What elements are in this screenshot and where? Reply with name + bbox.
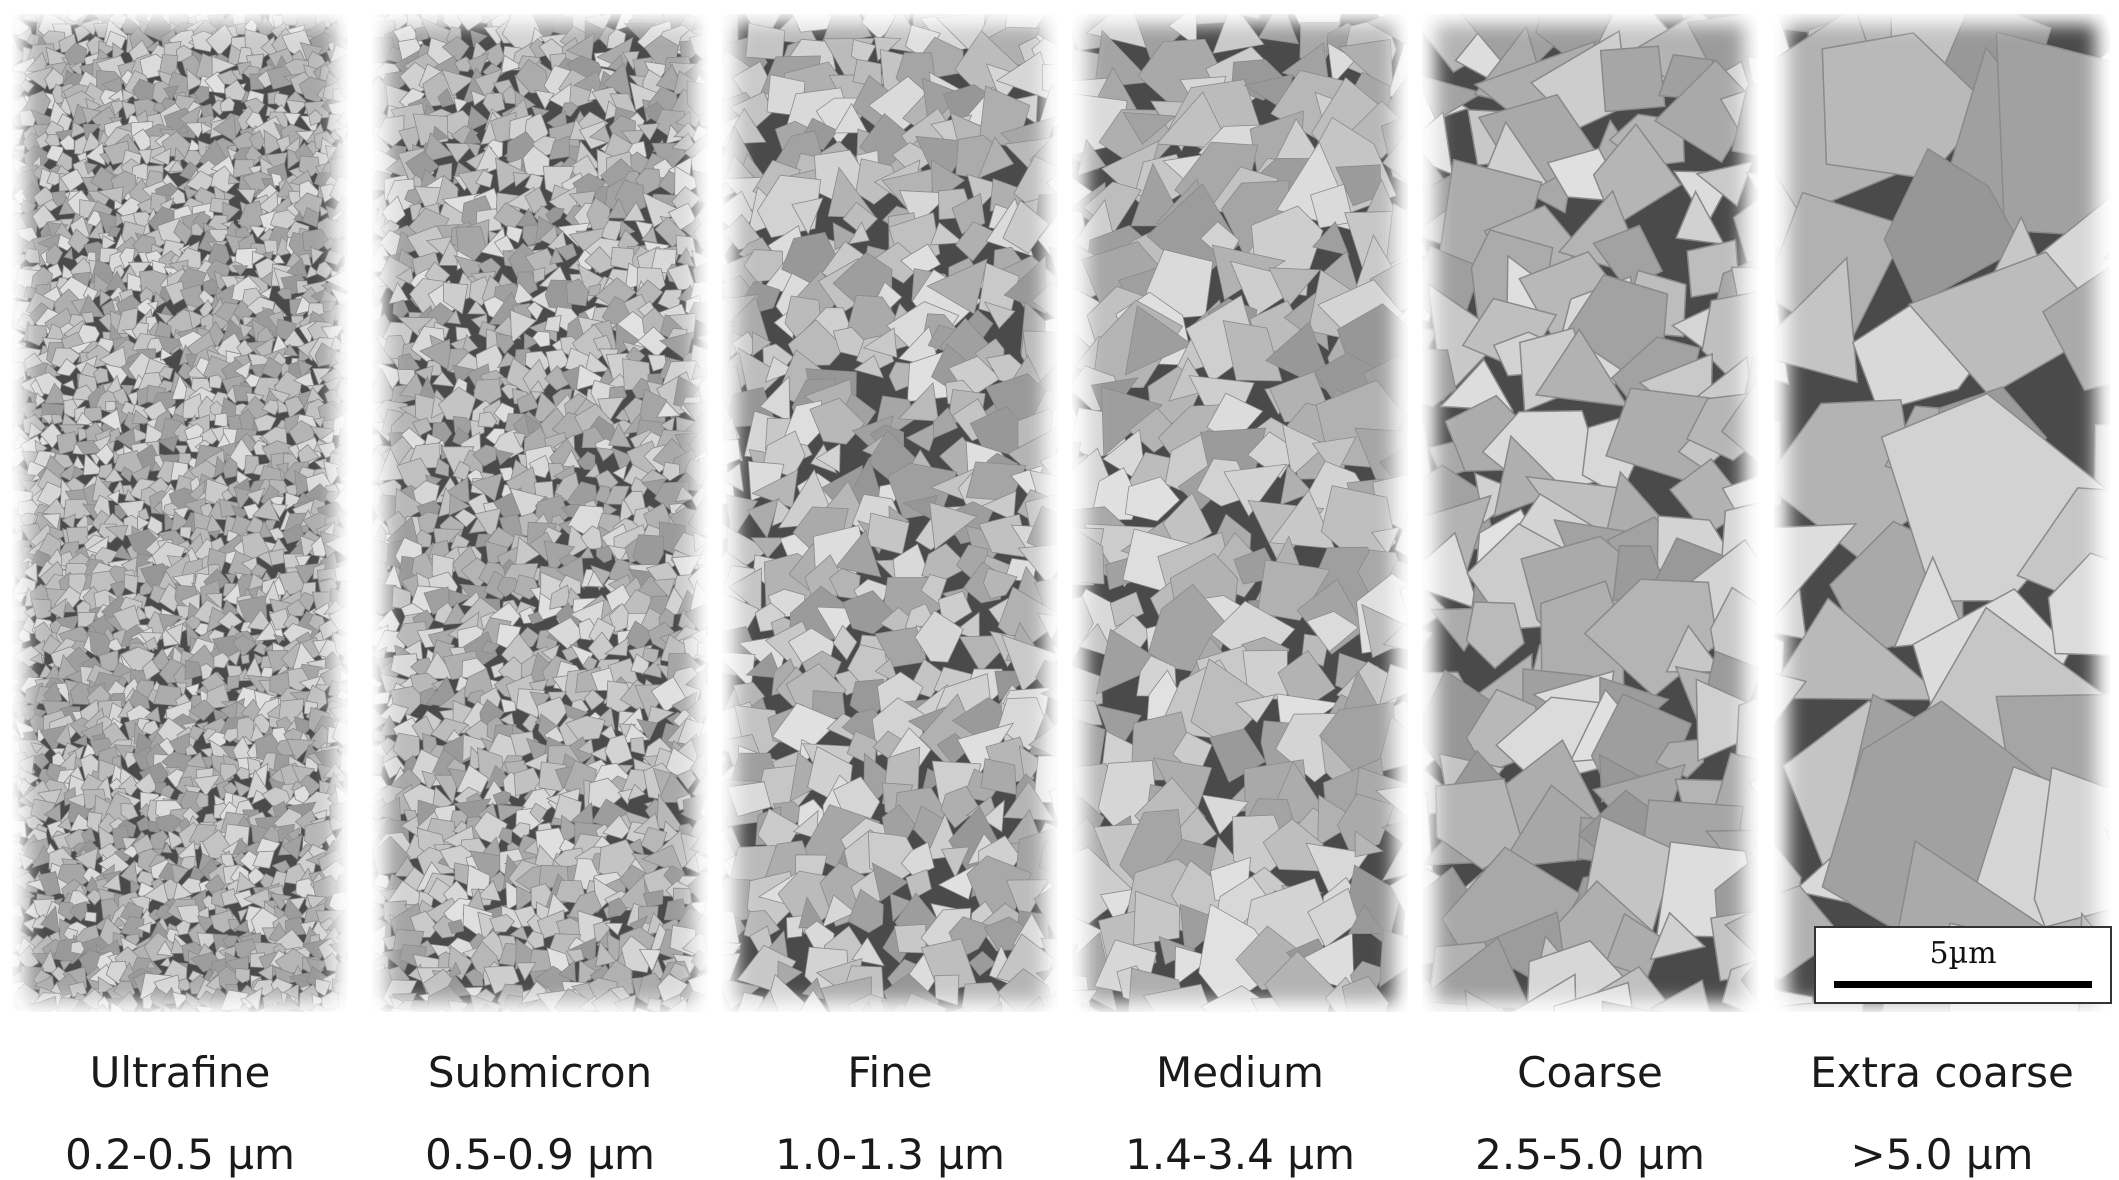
micrograph-panel-medium xyxy=(1072,14,1408,1012)
micrograph-panel-fine xyxy=(722,14,1058,1012)
micrograph-image-ultrafine xyxy=(12,14,348,1012)
micrograph-image-medium xyxy=(1072,14,1408,1012)
micrograph-image-submicron xyxy=(372,14,708,1012)
micrograph-image-extra-coarse xyxy=(1774,14,2110,1012)
carbide-grain xyxy=(1601,46,1665,111)
micrograph-panel-coarse xyxy=(1422,14,1758,1012)
micrograph-panel-ultrafine xyxy=(12,14,348,1012)
carbide-grain xyxy=(12,86,21,98)
carbide-grain xyxy=(501,699,516,713)
carbide-grain xyxy=(210,375,223,389)
micrograph-panel-extra-coarse xyxy=(1774,14,2110,1012)
carbide-grain xyxy=(12,361,26,381)
micrograph-image-fine xyxy=(722,14,1058,1012)
carbide-grain xyxy=(215,413,228,427)
micrograph-image-coarse xyxy=(1422,14,1758,1012)
carbide-grain xyxy=(12,772,13,791)
carbide-grain xyxy=(241,655,249,664)
micrograph-panel-submicron xyxy=(372,14,708,1012)
carbide-grain xyxy=(227,676,239,690)
carbide-grain xyxy=(85,912,97,922)
carbide-grain xyxy=(1996,32,2110,240)
carbide-grain xyxy=(372,692,390,705)
